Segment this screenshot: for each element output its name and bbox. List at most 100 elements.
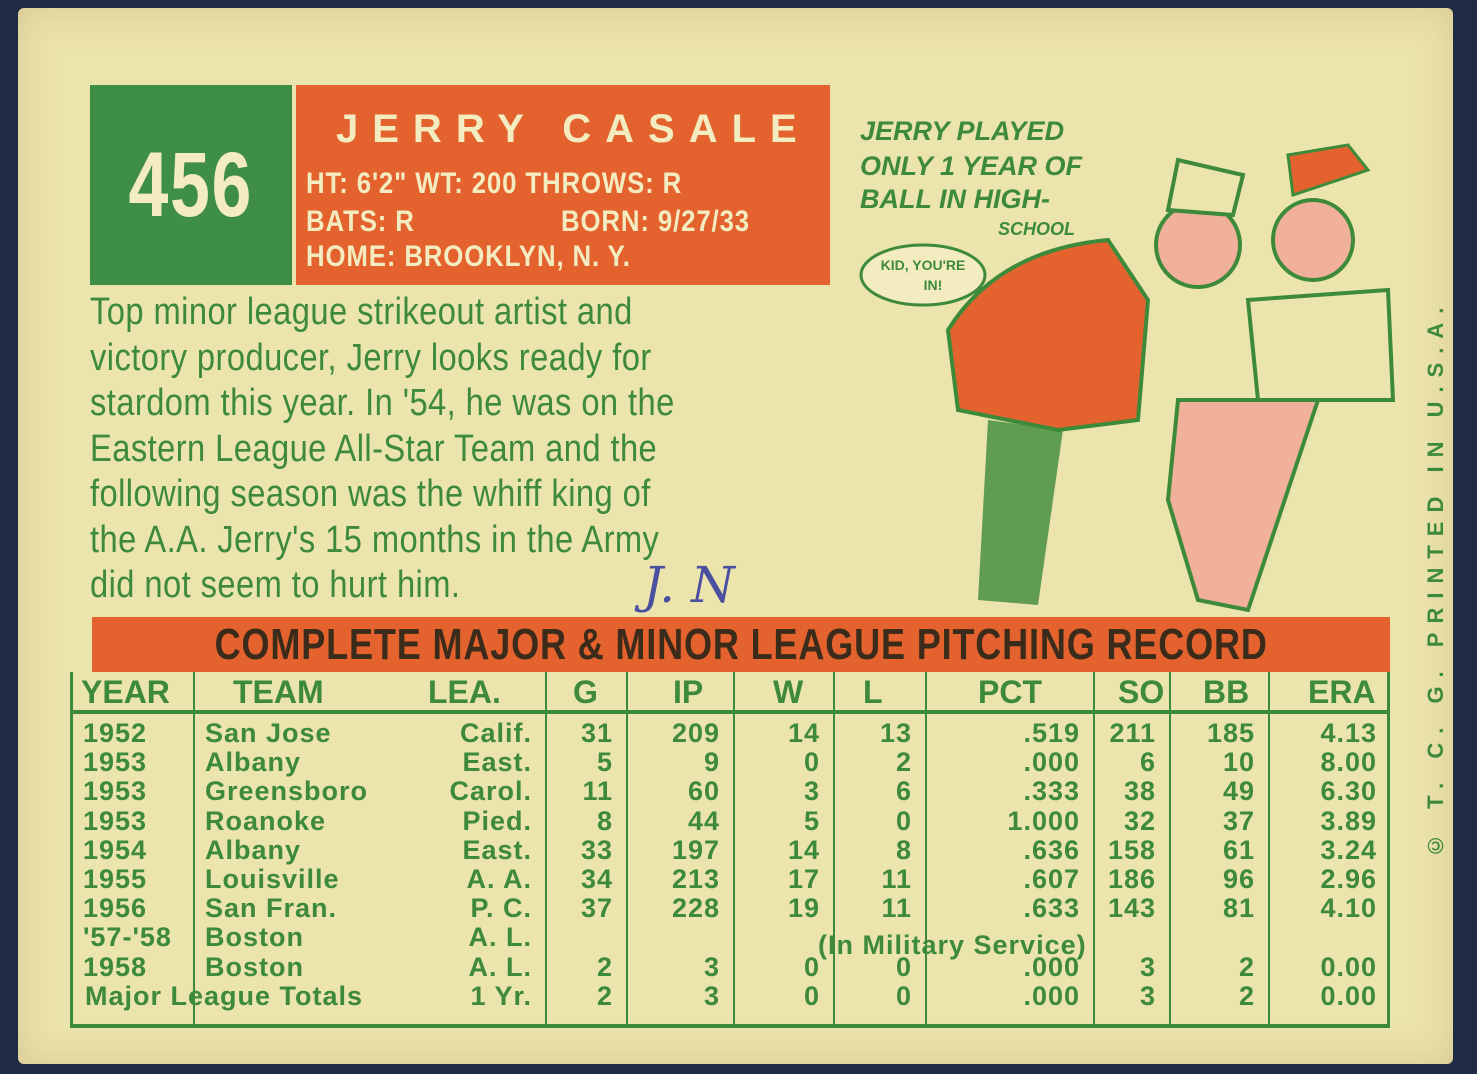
table-cell: 228 (671, 893, 720, 924)
totals-cell: 3 (1139, 980, 1156, 1011)
table-cell: A. L. (468, 922, 532, 953)
table-cell: 11 (881, 864, 912, 894)
column-divider (833, 672, 835, 1024)
table-cell: 1953 (83, 805, 148, 836)
table-cell: 3.89 (1320, 805, 1377, 836)
column-divider (545, 672, 547, 1024)
table-cell: 4.13 (1320, 718, 1377, 748)
table-cell: 49 (1222, 776, 1255, 807)
column-header-team: TEAM (233, 674, 324, 710)
table-cell: 9 (703, 747, 720, 778)
player-born: BORN: 9/27/33 (561, 205, 750, 238)
table-cell: 6 (895, 776, 912, 807)
table-cell: 0 (803, 747, 820, 778)
table-cell: Albany (205, 747, 302, 778)
record-title: COMPLETE MAJOR & MINOR LEAGUE PITCHING R… (214, 620, 1268, 669)
table-cell: 3 (1139, 951, 1156, 982)
table-cell: 6 (1139, 747, 1156, 778)
totals-label: Major League Totals (85, 980, 364, 1011)
table-cell: Carol. (449, 776, 532, 807)
table-cell: 14 (787, 834, 820, 865)
table-cell: 1955 (83, 864, 148, 894)
table-cell: Roanoke (205, 805, 327, 836)
cartoon-caption: JERRY PLAYED (860, 116, 1064, 146)
table-cell: .000 (1023, 747, 1080, 778)
column-divider (1268, 672, 1270, 1024)
copyright-notice: © T. C. G. PRINTED IN U.S.A. (1423, 298, 1448, 858)
table-cell: 61 (1222, 834, 1255, 865)
table-cell: 2 (895, 747, 912, 778)
table-cell: .000 (1023, 951, 1080, 982)
table-cell: 32 (1123, 805, 1156, 836)
table-cell: 8.00 (1320, 747, 1377, 778)
table-cell: East. (462, 834, 532, 865)
military-service-note: (In Military Service) (818, 930, 1087, 961)
table-cell: 13 (879, 718, 912, 748)
table-cell: A. L. (468, 951, 532, 982)
column-header-pct: PCT (978, 674, 1042, 710)
table-cell: Calif. (459, 718, 532, 748)
table-cell: Greensboro (205, 776, 369, 807)
table-cell: .519 (1023, 718, 1080, 748)
column-header-year: YEAR (81, 674, 170, 710)
table-cell: 5 (596, 747, 613, 778)
column-header-era: ERA (1308, 674, 1376, 710)
table-cell: 96 (1222, 864, 1255, 894)
cartoon-caption: BALL IN HIGH- (860, 184, 1050, 214)
column-divider (925, 672, 927, 1024)
table-cell: 37 (1222, 805, 1255, 836)
scout-figure (945, 157, 1246, 605)
table-cell: 0 (803, 951, 820, 982)
table-cell: Boston (205, 951, 304, 982)
bio-line: following season was the whiff king of (90, 473, 651, 515)
bio-line: victory producer, Jerry looks ready for (90, 336, 652, 379)
card-number: 456 (128, 133, 254, 236)
table-cell: 3 (703, 951, 720, 982)
table-cell: 1.000 (1007, 805, 1080, 836)
totals-cell: .000 (1023, 980, 1080, 1011)
table-cell: P. C. (470, 893, 532, 924)
table-cell: 37 (580, 893, 613, 924)
speech-bubble (859, 243, 987, 307)
table-cell: San Fran. (205, 893, 338, 924)
table-cell: 143 (1107, 893, 1156, 924)
record-title-bar: COMPLETE MAJOR & MINOR LEAGUE PITCHING R… (92, 617, 1390, 672)
column-divider (733, 672, 735, 1024)
table-cell: Pied. (462, 805, 532, 836)
table-cell: .333 (1023, 776, 1080, 807)
table-cell: 8 (596, 805, 613, 836)
table-cell: 38 (1123, 776, 1156, 807)
pitching-record-table: YEAR TEAM LEA. G IP W L PCT SO BB ERA 1952 San Jose C… (70, 672, 1390, 1028)
table-cell: Albany (205, 834, 302, 865)
column-header-lea: LEA. (428, 674, 501, 710)
table-cell: 1954 (83, 834, 148, 865)
table-cell: 3 (803, 776, 820, 807)
table-cell: .636 (1023, 834, 1080, 865)
table-cell: .607 (1023, 864, 1080, 894)
player-name: JERRY CASALE (336, 107, 811, 151)
player-header: JERRY CASALE HT: 6'2" WT: 200 THROWS: R … (296, 85, 830, 285)
baseball-card-back: 456 JERRY CASALE HT: 6'2" WT: 200 THROWS… (18, 8, 1453, 1064)
table-cell: 2.96 (1320, 864, 1377, 894)
table-cell: 44 (687, 805, 720, 836)
player-bats: BATS: R (306, 205, 415, 238)
table-cell: 10 (1222, 747, 1255, 778)
player-figure (1165, 143, 1396, 613)
handwritten-initials: J. N (643, 556, 735, 614)
table-cell: 6.30 (1320, 776, 1377, 807)
table-cell: 2 (1238, 951, 1255, 982)
table-cell: 31 (580, 718, 613, 748)
table-cell: .633 (1023, 893, 1080, 924)
cartoon-illustration: JERRY PLAYED ONLY 1 YEAR OF BALL IN HIGH… (859, 116, 1396, 613)
table-cell: 211 (1109, 718, 1156, 748)
column-header-so: SO (1118, 674, 1165, 710)
table-cell: 1956 (83, 893, 148, 924)
table-cell: 8 (895, 834, 912, 865)
totals-cell: 2 (1238, 980, 1255, 1011)
totals-league: 1 Yr. (470, 980, 532, 1011)
bio-line: did not seem to hurt him. (90, 564, 461, 606)
column-header-w: W (773, 674, 804, 710)
totals-cell: 0.00 (1320, 980, 1377, 1011)
table-cell: 0 (895, 951, 912, 982)
table-cell: 2 (596, 951, 613, 982)
